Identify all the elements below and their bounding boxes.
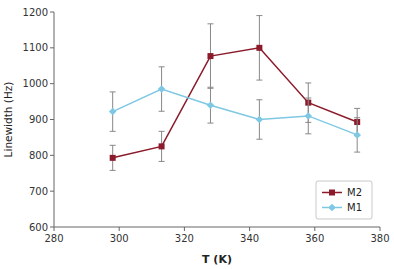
error-bar [354,118,360,152]
series-line [113,48,358,158]
x-tick-label: 360 [305,233,324,244]
point [207,53,213,59]
x-tick [380,227,381,231]
error-bar [159,67,165,111]
error-bar [207,87,213,123]
y-tick-label: 700 [29,186,48,197]
legend-label: M1 [347,202,362,213]
legend: M2M1 [316,181,372,219]
y-tick-label: 800 [29,150,48,161]
x-tick [54,227,55,231]
y-tick-label: 900 [29,114,48,125]
y-tick [50,227,54,228]
axes: 280 300 320 340 360 380 600 700 800 900 1000 1100 12… [23,7,390,245]
point [109,108,117,116]
y-axis-label: Linewidth (Hz) [2,82,14,158]
point [256,116,264,124]
x-tick [184,227,185,231]
y-tick [50,12,54,13]
legend-box [316,181,372,219]
legend-marker [329,190,335,196]
legend-item: M2 [322,187,362,198]
x-tick [249,227,250,231]
x-tick-label: 380 [370,233,389,244]
y-tick-label: 600 [29,222,48,233]
error-bar [159,131,165,161]
point [110,155,116,161]
y-tick [50,47,54,48]
point [353,131,361,139]
y-tick-label: 1000 [23,78,48,89]
legend-item: M1 [322,202,362,213]
legend-marker [328,204,336,212]
x-tick [119,227,120,231]
point [256,45,262,51]
point [159,143,165,149]
legend-label: M2 [347,187,362,198]
data-area [109,16,361,171]
series [110,16,361,171]
error-bar [305,98,311,134]
x-tick-label: 280 [44,233,63,244]
x-tick-label: 320 [175,233,194,244]
point [158,85,166,93]
y-tick [50,191,54,192]
y-tick [50,83,54,84]
series-line [113,89,358,135]
x-axis-line [54,227,380,228]
error-bar [256,100,262,139]
point [305,112,313,120]
x-tick-label: 300 [110,233,129,244]
x-tick [314,227,315,231]
chart: 280 300 320 340 360 380 600 700 800 900 1000 1100 12… [0,0,394,269]
x-tick-label: 340 [240,233,259,244]
y-tick-label: 1100 [23,42,48,53]
y-tick-label: 1200 [23,7,48,18]
y-tick [50,119,54,120]
x-axis-label: T (K) [202,253,232,266]
point [207,101,215,109]
series [109,67,361,152]
error-bar [207,24,213,89]
y-tick [50,155,54,156]
error-bar [110,92,116,131]
error-bar [256,16,262,81]
error-bar [110,145,116,170]
